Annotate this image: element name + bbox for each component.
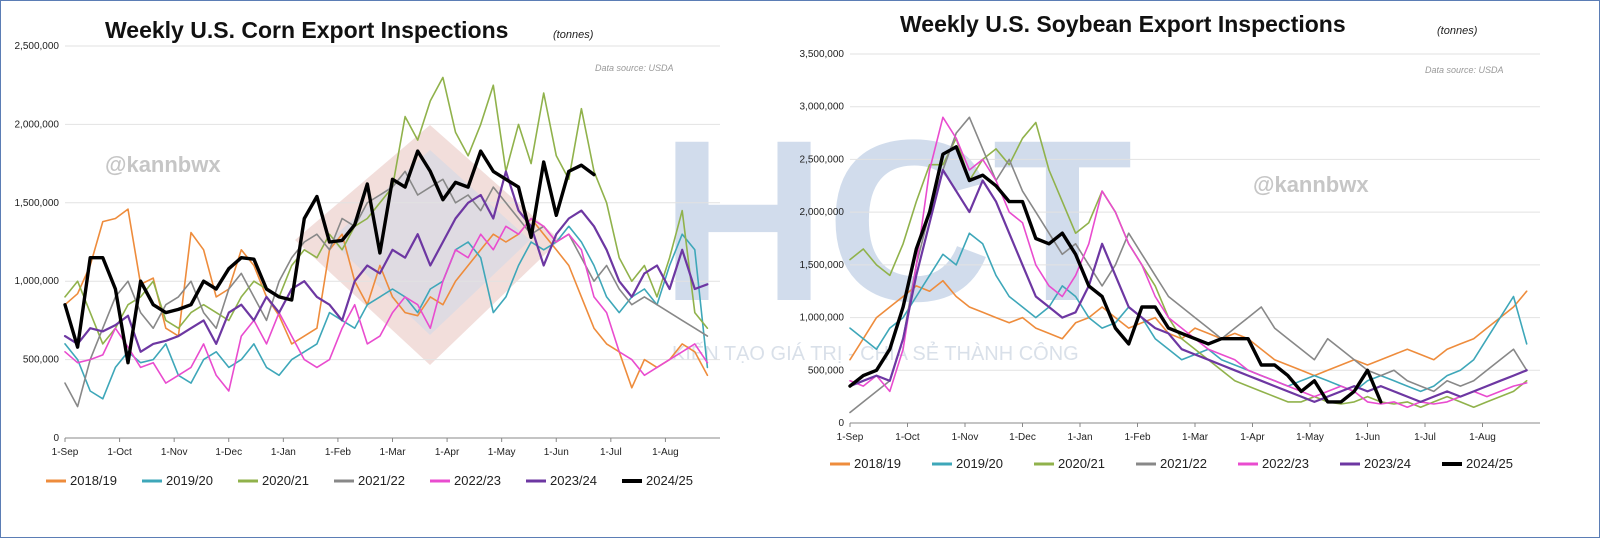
watermark-diamond-inner <box>330 150 530 335</box>
corn-series-line-2023-24 <box>63 170 709 353</box>
soybean-legend-label: 2024/25 <box>1466 456 1513 471</box>
soybean-ytick-label: 0 <box>838 418 844 429</box>
soybean-xtick-label: 1-Jan <box>1067 432 1092 443</box>
soybean-series-line-2021-22 <box>849 116 1528 414</box>
soybean-xtick-label: 1-Aug <box>1469 432 1496 443</box>
corn-xtick-label: 1-Feb <box>325 447 352 458</box>
soybean-chart-title: Weekly U.S. Soybean Export Inspections <box>900 11 1346 37</box>
corn-xtick-label: 1-Apr <box>435 447 460 458</box>
corn-xtick-label: 1-Sep <box>52 447 79 458</box>
corn-chart-unit: (tonnes) <box>553 29 594 41</box>
corn-ytick-label: 500,000 <box>23 355 60 366</box>
corn-xtick-label: 1-Nov <box>161 447 188 458</box>
corn-ytick-label: 2,000,000 <box>15 119 60 130</box>
soybean-ytick-label: 1,500,000 <box>800 260 845 271</box>
soybean-xtick-label: 1-Dec <box>1009 432 1036 443</box>
corn-ytick-label: 2,500,000 <box>15 41 60 52</box>
soybean-ytick-label: 2,500,000 <box>800 154 845 165</box>
corn-ytick-label: 0 <box>53 433 59 444</box>
corn-xtick-label: 1-May <box>488 447 516 458</box>
corn-xtick-label: 1-Mar <box>379 447 406 458</box>
corn-legend-label: 2022/23 <box>454 473 501 488</box>
corn-data-source: Data source: USDA <box>595 63 674 73</box>
soybean-xtick-label: 1-May <box>1296 432 1324 443</box>
corn-chart: Weekly U.S. Corn Export Inspections (ton… <box>15 17 720 488</box>
soybean-watermark-handle: @kannbwx <box>1253 172 1369 197</box>
corn-legend: 2018/19 2019/20 2020/21 2021/22 2022/23 2023/… <box>46 473 693 488</box>
corn-watermark-handle: @kannbwx <box>105 152 221 177</box>
corn-ytick-label: 1,500,000 <box>15 198 60 209</box>
soybean-data-source: Data source: USDA <box>1425 65 1504 75</box>
corn-legend-label: 2018/19 <box>70 473 117 488</box>
corn-series-line-2019-20 <box>64 225 709 400</box>
corn-xtick-label: 1-Aug <box>652 447 679 458</box>
corn-xtick-label: 1-Jun <box>544 447 569 458</box>
watermark-diamond <box>295 125 560 365</box>
soybean-legend-label: 2023/24 <box>1364 456 1411 471</box>
corn-xtick-label: 1-Dec <box>215 447 242 458</box>
corn-chart-title: Weekly U.S. Corn Export Inspections <box>105 17 508 43</box>
corn-xtick-label: 1-Oct <box>107 447 132 458</box>
soybean-ytick-label: 3,000,000 <box>800 102 845 113</box>
soybean-legend-label: 2021/22 <box>1160 456 1207 471</box>
corn-xtick-label: 1-Jan <box>271 447 296 458</box>
corn-series-line-2021-22 <box>64 170 709 408</box>
soybean-legend-label: 2020/21 <box>1058 456 1105 471</box>
corn-series-line-2018-19 <box>64 208 709 389</box>
soybean-xtick-label: 1-Mar <box>1182 432 1209 443</box>
soybean-xtick-label: 1-Feb <box>1124 432 1151 443</box>
soybean-chart: Weekly U.S. Soybean Export Inspections (… <box>800 11 1540 471</box>
corn-xtick-label: 1-Jul <box>600 447 622 458</box>
soybean-series-line-2019-20 <box>849 232 1528 393</box>
soybean-xtick-label: 1-Oct <box>895 432 920 443</box>
soybean-xtick-label: 1-Apr <box>1240 432 1265 443</box>
soybean-series-line-2022-23 <box>849 116 1528 409</box>
soybean-xtick-label: 1-Nov <box>952 432 979 443</box>
watermark-slogan: KIẾN TẠO GIÁ TRỊ - CHIA SẺ THÀNH CÔNG <box>672 342 1079 365</box>
soybean-legend-label: 2019/20 <box>956 456 1003 471</box>
corn-series-line-2024-25 <box>63 149 596 365</box>
soybean-ytick-label: 500,000 <box>808 365 845 376</box>
soybean-legend-label: 2018/19 <box>854 456 901 471</box>
soybean-plot-area: 0 500,000 1,000,000 1,500,000 2,000,000 2,500… <box>800 49 1540 443</box>
soybean-xtick-label: 1-Jul <box>1414 432 1436 443</box>
corn-legend-label: 2023/24 <box>550 473 597 488</box>
corn-legend-label: 2024/25 <box>646 473 693 488</box>
soybean-xtick-label: 1-Jun <box>1355 432 1380 443</box>
corn-series-line-2022-23 <box>64 217 709 392</box>
corn-plot-area: 0 500,000 1,000,000 1,500,000 2,000,000 2,500… <box>15 41 720 458</box>
watermark-letters: HCT <box>660 92 1133 349</box>
corn-legend-label: 2020/21 <box>262 473 309 488</box>
corn-legend-label: 2019/20 <box>166 473 213 488</box>
soybean-chart-unit: (tonnes) <box>1437 25 1478 37</box>
soybean-ytick-label: 2,000,000 <box>800 207 845 218</box>
corn-legend-label: 2021/22 <box>358 473 405 488</box>
soybean-legend: 2018/19 2019/20 2020/21 2021/22 2022/23 2023/… <box>830 456 1513 471</box>
soybean-ytick-label: 1,000,000 <box>800 313 845 324</box>
soybean-series-line-2023-24 <box>848 168 1528 403</box>
soybean-ytick-label: 3,500,000 <box>800 49 845 60</box>
soybean-series-line-2024-25 <box>848 145 1383 404</box>
corn-series-line-2020-21 <box>64 76 709 345</box>
soybean-legend-label: 2022/23 <box>1262 456 1309 471</box>
soybean-xtick-label: 1-Sep <box>837 432 864 443</box>
corn-ytick-label: 1,000,000 <box>15 276 60 287</box>
